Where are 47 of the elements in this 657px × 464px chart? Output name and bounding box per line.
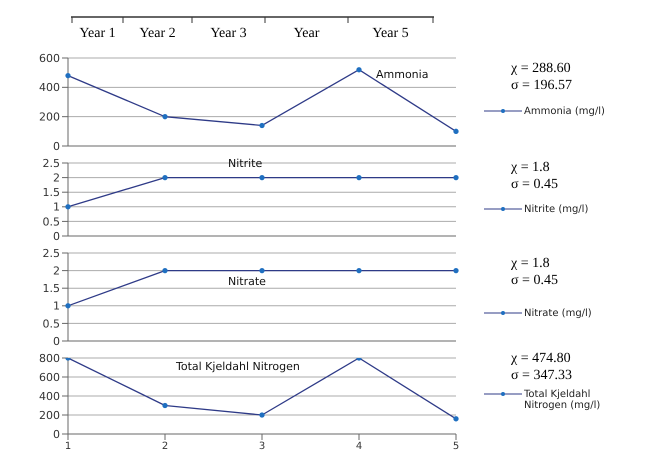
y-tick-label: 1 (53, 300, 60, 313)
text: Year 1 (78, 26, 117, 42)
text: Nitrate (228, 275, 266, 288)
y-tick-label: 0 (53, 140, 60, 153)
legend-label: Nitrite (mg/l) (523, 203, 590, 215)
text: σ = 0.45 (511, 176, 559, 193)
text: σ = 196.57 (511, 77, 573, 94)
legend-label: Total Kjeldahl Nitrogen (mg/l) (523, 388, 602, 411)
y-tick-label: 2.5 (42, 246, 60, 260)
text: Year 2 (138, 26, 177, 42)
chart-title: Nitrite (228, 157, 262, 170)
text: χ = 1.8 (511, 159, 551, 176)
y-tick-label: 200 (39, 408, 60, 422)
x-tick-label: 5 (452, 441, 460, 452)
x-tick-label: 2 (162, 441, 168, 452)
chart-title: Total Kjeldahl Nitrogen (176, 360, 300, 373)
y-tick-label: 1.5 (42, 282, 60, 296)
y-tick-label: 600 (39, 370, 60, 384)
text: σ = 0.45 (511, 272, 559, 289)
y-tick-label: 0.5 (42, 215, 60, 228)
y-tick-label: 1 (53, 200, 60, 214)
text: Year (292, 26, 320, 42)
x-tick-label: 3 (258, 441, 266, 452)
y-tick-label: 2 (53, 172, 60, 185)
text: χ = 288.60 (511, 60, 572, 77)
text: χ = 1.8 (511, 255, 551, 272)
text: Year 5 (371, 26, 410, 42)
y-tick-label: 400 (39, 390, 60, 403)
y-tick-label: 600 (39, 52, 60, 65)
y-tick-label: 0.5 (42, 317, 60, 330)
text: Year 3 (209, 26, 248, 42)
y-tick-label: 0 (53, 334, 60, 348)
text: σ = 347.33 (511, 367, 573, 384)
y-tick-label: 0 (53, 230, 60, 243)
y-tick-label: 800 (39, 352, 60, 365)
y-tick-label: 400 (39, 81, 60, 94)
y-tick-label: 0 (53, 428, 60, 441)
text: χ = 474.80 (511, 350, 572, 367)
x-tick-label: 1 (64, 441, 72, 452)
legend-label: Nitrate (mg/l) (523, 307, 593, 319)
y-tick-label: 2 (53, 264, 60, 278)
y-tick-label: 1.5 (42, 186, 60, 200)
y-tick-label: 2.5 (42, 156, 60, 170)
text: Ammonia (376, 68, 428, 81)
legend-label: Ammonia (mg/l) (523, 105, 606, 117)
x-tick-label: 4 (356, 441, 362, 452)
y-tick-label: 200 (39, 110, 60, 124)
